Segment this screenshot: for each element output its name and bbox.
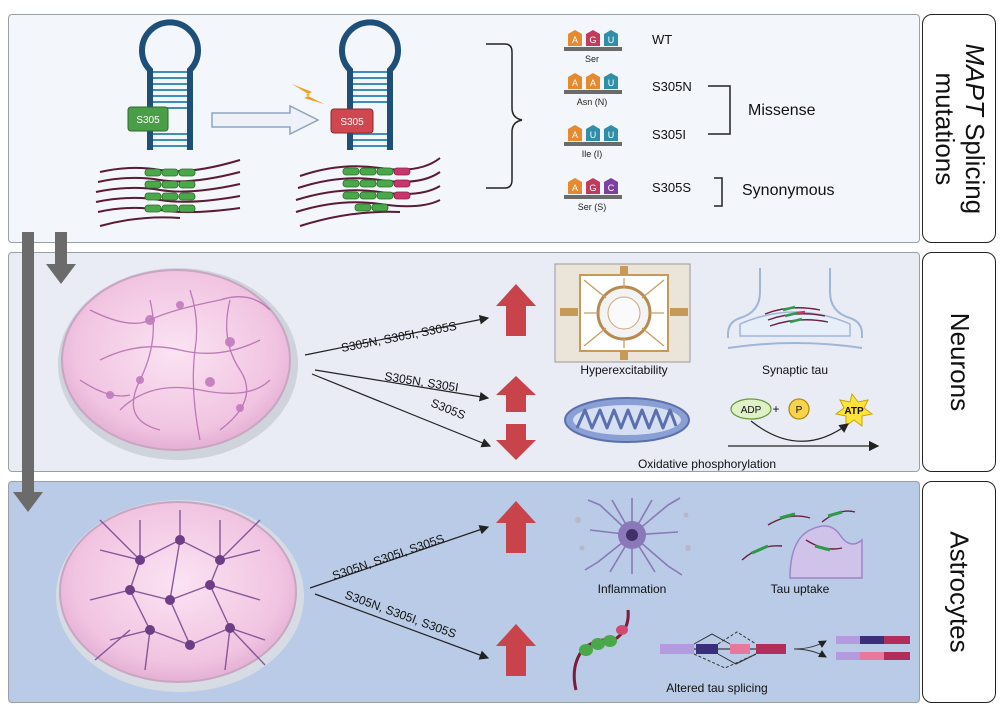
synonymous-bracket	[714, 177, 723, 207]
s305-mutant-label: S305	[340, 117, 364, 128]
nucleotide-letter: C	[608, 183, 615, 193]
atp-label: ATP	[844, 406, 864, 417]
nucleotide-letter: A	[572, 130, 578, 140]
mutation-name-label: WT	[652, 32, 672, 47]
nucleotide-block	[586, 178, 600, 194]
nucleotide-letter: U	[608, 78, 615, 88]
nucleotide-letter: A	[590, 78, 596, 88]
reactive-astrocyte-icon	[575, 497, 691, 576]
nucleotide-letter: U	[590, 130, 597, 140]
transition-arrow	[211, 104, 320, 136]
neuron-arrow2-label: S305N, S305I	[384, 369, 460, 395]
astrocyte-dish-icon	[56, 500, 304, 692]
s305-wt-label: S305	[136, 115, 160, 126]
electrode-chip-icon	[554, 263, 691, 363]
up-arrow-oxphos	[496, 376, 536, 412]
down-arrow-oxphos	[496, 424, 536, 460]
p-label: P	[796, 405, 803, 416]
codon-baseline	[564, 142, 622, 146]
synaptic-tau-label: Synaptic tau	[762, 363, 828, 377]
plus-label: +	[772, 402, 779, 416]
flow-arrow-to-neurons	[46, 232, 76, 284]
atp-reaction-icon	[728, 392, 880, 452]
codon-baseline	[564, 90, 622, 94]
nucleotide-block	[568, 73, 582, 89]
adp-label: ADP	[741, 405, 762, 416]
amino-acid-label: Ser	[585, 54, 599, 64]
wt-hairpin-icon	[139, 19, 201, 150]
nucleotide-block	[604, 73, 618, 89]
up-arrow-inflammation	[496, 501, 536, 553]
nucleotide-block	[604, 30, 618, 46]
lightning-icon	[292, 84, 324, 104]
up-arrow-altered-splicing	[496, 624, 536, 676]
synapse-icon	[727, 268, 863, 349]
flow-arrow-to-astrocytes	[13, 232, 43, 512]
nucleotide-letter: A	[572, 35, 578, 45]
codon-baseline	[564, 47, 622, 51]
nucleotide-block	[568, 125, 582, 141]
mitochondrion-icon	[564, 397, 690, 443]
nucleotide-block	[586, 30, 600, 46]
nucleotide-block	[568, 30, 582, 46]
s305-wt-box	[127, 106, 169, 132]
nucleotide-letter: A	[572, 78, 578, 88]
mutation-name-label: S305N	[652, 79, 692, 94]
wt-exons	[144, 168, 196, 213]
neuron-arrow3-label: S305S	[429, 396, 468, 422]
codon-baseline	[564, 195, 622, 199]
tau-uptake-label: Tau uptake	[771, 582, 830, 596]
nucleotide-letter: U	[608, 35, 615, 45]
mutation-name-label: S305I	[652, 127, 686, 142]
nucleotide-letter: G	[589, 35, 596, 45]
tab-astrocytes: Astrocytes	[922, 481, 996, 703]
amino-acid-label: Ser (S)	[578, 202, 607, 212]
amino-acid-label: Ile (I)	[582, 149, 603, 159]
mutation-name-label: S305S	[652, 180, 691, 195]
neuron-arrow1-label: S305N, S305I, S305S	[340, 319, 458, 355]
nucleotide-block	[568, 178, 582, 194]
splicing-schematic-icon	[660, 631, 910, 669]
oxphos-label: Oxidative phosphorylation	[638, 457, 776, 471]
nucleotide-block	[586, 125, 600, 141]
inflammation-label: Inflammation	[598, 582, 667, 596]
tab-splicing-mutations: MAPT Splicing mutations	[922, 14, 996, 243]
mutant-hairpin-icon	[339, 19, 401, 150]
nucleotide-letter: U	[608, 130, 615, 140]
tau-uptake-icon	[741, 510, 863, 579]
amino-acid-label: Asn (N)	[577, 97, 608, 107]
mutant-exons	[342, 167, 411, 212]
nucleotide-letter: A	[572, 183, 578, 193]
s305-mutant-box	[330, 108, 374, 134]
neuron-effect-arrows	[304, 314, 492, 448]
up-arrow-hyperexcitability	[496, 284, 536, 336]
nucleotide-letter: G	[589, 183, 596, 193]
hyperexcitability-label: Hyperexcitability	[580, 363, 667, 377]
synonymous-label: Synonymous	[742, 182, 835, 199]
tab-neurons: Neurons	[922, 252, 996, 472]
missense-bracket	[708, 85, 731, 135]
nucleotide-block	[586, 73, 600, 89]
neuron-dish-icon	[58, 268, 298, 460]
nucleotide-block	[604, 178, 618, 194]
astrocyte-arrow2-label: S305N, S305I, S305S	[343, 588, 458, 641]
missense-label: Missense	[748, 102, 816, 119]
astrocyte-effect-arrows	[309, 525, 490, 660]
altered-splicing-label: Altered tau splicing	[666, 681, 767, 695]
nucleotide-block	[604, 125, 618, 141]
tau-protein-icon	[572, 609, 630, 691]
astrocyte-arrow1-label: S305N, S305I, S305S	[330, 531, 446, 582]
curly-brace	[486, 43, 523, 189]
